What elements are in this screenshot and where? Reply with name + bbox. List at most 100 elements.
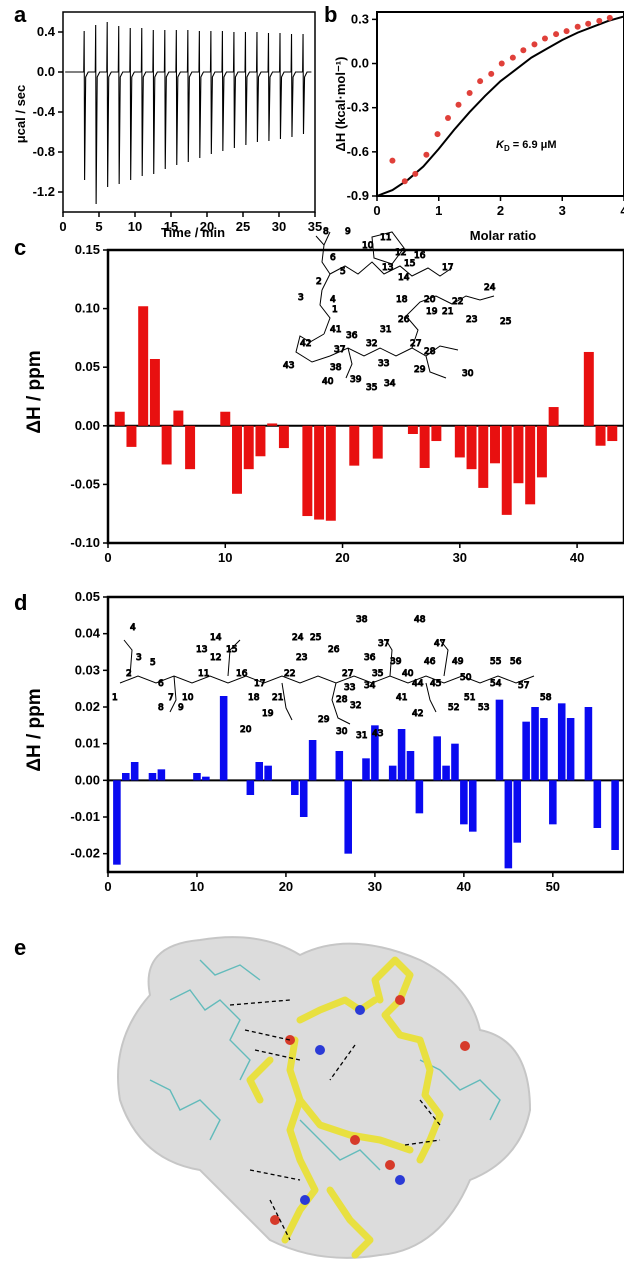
svg-text:4: 4: [130, 623, 136, 633]
svg-text:18: 18: [396, 295, 408, 305]
svg-text:26: 26: [398, 315, 410, 325]
chart-b-ylabel: ΔH (kcal·mol⁻¹): [333, 57, 348, 152]
svg-text:40: 40: [322, 377, 334, 387]
chart-c-xtick-label: 10: [218, 550, 232, 565]
chart-d-bar: [148, 773, 157, 781]
svg-text:28: 28: [336, 695, 348, 705]
chart-d-bar: [335, 751, 344, 781]
chart-c-xtick-label: 0: [104, 550, 111, 565]
protein-sticks: [149, 959, 501, 1171]
chart-c-bar: [454, 425, 465, 458]
chart-d-ytick-label: 0.05: [75, 589, 100, 604]
svg-text:43: 43: [283, 361, 294, 371]
svg-text:20: 20: [240, 725, 252, 735]
svg-text:7: 7: [168, 693, 174, 703]
chart-b-data-point: [574, 23, 581, 30]
chart-b-data-point: [606, 14, 613, 21]
svg-text:40: 40: [402, 669, 414, 679]
chart-d-bar: [308, 740, 317, 781]
svg-text:10: 10: [362, 241, 374, 251]
chart-c: ΔH / ppm 0 10 20 30 40 -0.10 -0.05 0.00 0.05 0.10…: [24, 242, 624, 565]
chart-b-xtick-label: 4: [620, 203, 624, 218]
svg-text:41: 41: [396, 693, 407, 703]
svg-text:5: 5: [150, 658, 156, 668]
chart-d-bar: [219, 696, 228, 781]
chart-c-xtick-label: 30: [453, 550, 467, 565]
chart-b-data-point: [520, 47, 527, 54]
svg-text:26: 26: [328, 645, 340, 655]
svg-text:16: 16: [414, 251, 426, 261]
chart-c-bar: [525, 425, 536, 505]
chart-d-xtick-label: 20: [279, 879, 293, 894]
chart-c-bar: [478, 425, 489, 488]
chart-d-bar: [291, 780, 299, 795]
svg-text:55: 55: [490, 657, 501, 667]
svg-text:56: 56: [510, 657, 522, 667]
svg-text:6: 6: [330, 253, 336, 263]
chart-c-ylabel: ΔH / ppm: [24, 350, 45, 433]
chart-c-xtick-label: 40: [570, 550, 584, 565]
chart-b-data-point: [585, 20, 592, 27]
svg-text:50: 50: [460, 673, 472, 683]
chart-c-bar: [419, 425, 430, 468]
chart-c-bar: [255, 425, 266, 457]
chart-b-data-point: [401, 178, 408, 185]
svg-text:33: 33: [344, 683, 355, 693]
chart-c-bar: [161, 425, 172, 465]
chart-c-ytick-label: -0.10: [70, 535, 100, 550]
svg-text:49: 49: [452, 657, 464, 667]
svg-text:58: 58: [540, 693, 552, 703]
chart-d-ytick-label: 0.04: [75, 626, 101, 641]
svg-text:8: 8: [323, 227, 329, 237]
hydrogen-bonds: [229, 999, 441, 1241]
chart-b-data-point: [412, 170, 419, 177]
svg-text:37: 37: [378, 639, 389, 649]
chart-b-data-point: [434, 131, 441, 138]
chart-d-bar: [397, 729, 406, 781]
svg-text:14: 14: [398, 273, 410, 283]
chart-d-ytick-label: 0.02: [75, 699, 100, 714]
chart-d-xtick-label: 0: [104, 879, 111, 894]
svg-text:5: 5: [340, 267, 346, 277]
chart-c-bar: [501, 425, 512, 515]
svg-text:2: 2: [126, 669, 132, 679]
chart-d-bar: [246, 780, 255, 795]
chart-b-xtick-label: 2: [497, 203, 504, 218]
svg-text:13: 13: [382, 263, 393, 273]
chart-a-ytick-label: -1.2: [33, 184, 55, 199]
chart-a-xtick-label: 10: [128, 219, 142, 234]
chart-c-bar: [185, 425, 196, 470]
chart-d-bar: [557, 703, 566, 781]
svg-text:48: 48: [414, 615, 426, 625]
chart-c-bar: [149, 358, 160, 426]
chart-d-xtick-label: 40: [457, 879, 471, 894]
chart-c-ytick-label: 0.15: [75, 242, 100, 257]
chart-a-xtick-label: 25: [236, 219, 250, 234]
svg-text:27: 27: [410, 339, 421, 349]
svg-text:54: 54: [490, 679, 502, 689]
chart-a-ylabel: μcal / sec: [13, 85, 28, 144]
svg-text:2: 2: [316, 277, 322, 287]
chart-d-bar: [504, 780, 513, 869]
chart-c-bar: [138, 306, 149, 426]
panel-label-a: a: [14, 2, 27, 27]
svg-text:29: 29: [414, 365, 426, 375]
svg-text:42: 42: [412, 709, 423, 719]
chart-d-bar: [549, 780, 557, 825]
chart-c-bar: [536, 425, 547, 478]
chart-b-data-point: [466, 89, 473, 96]
svg-text:17: 17: [254, 679, 265, 689]
chart-d-bar: [593, 780, 602, 828]
panel-label-d: d: [14, 590, 27, 615]
chart-d-bar: [122, 773, 130, 781]
chart-d-bar: [566, 718, 575, 781]
chart-b-xtick-label: 3: [559, 203, 566, 218]
chart-d-bar: [611, 780, 619, 850]
chart-c-bar: [466, 425, 477, 470]
svg-text:19: 19: [262, 709, 274, 719]
svg-text:9: 9: [178, 703, 184, 713]
chart-d-bar: [531, 707, 539, 781]
chart-c-frame: [106, 248, 624, 545]
